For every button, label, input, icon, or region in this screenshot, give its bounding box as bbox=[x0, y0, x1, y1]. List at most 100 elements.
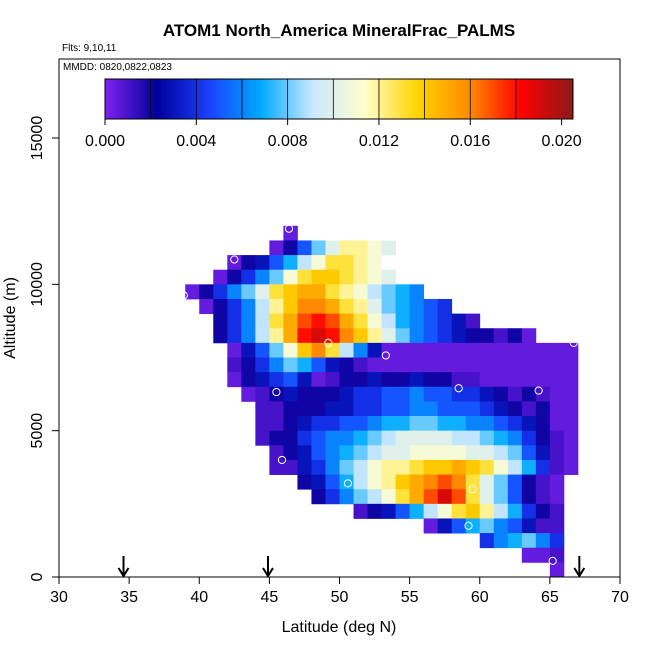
heatmap-cell bbox=[213, 328, 228, 344]
heatmap-cell bbox=[241, 284, 256, 300]
heatmap-cell bbox=[451, 401, 467, 417]
heatmap-cell bbox=[507, 489, 523, 505]
x-tick-label: 45 bbox=[260, 589, 278, 606]
heatmap-cell bbox=[423, 372, 439, 388]
heatmap-cell bbox=[227, 357, 242, 373]
heatmap-cell bbox=[549, 386, 565, 402]
heatmap-cell bbox=[311, 489, 326, 505]
heatmap-cell bbox=[437, 518, 453, 534]
heatmap-cell bbox=[409, 298, 425, 315]
heatmap-cell bbox=[227, 298, 242, 315]
heatmap-cell bbox=[521, 386, 537, 402]
heatmap-cell bbox=[409, 313, 425, 329]
heatmap-cell bbox=[353, 357, 368, 373]
heatmap-cell bbox=[339, 459, 354, 475]
heatmap-cell bbox=[423, 489, 439, 505]
heatmap-cell bbox=[521, 459, 537, 475]
heatmap-cell bbox=[479, 474, 495, 490]
heatmap-cell bbox=[367, 328, 382, 344]
heatmap-cell bbox=[297, 328, 312, 344]
y-axis-label: Altitude (m) bbox=[2, 277, 19, 359]
heatmap-cell bbox=[493, 518, 509, 534]
heatmap-cell bbox=[493, 357, 509, 373]
heatmap-cell bbox=[451, 328, 467, 344]
heatmap-cell bbox=[437, 386, 453, 402]
heatmap-cell bbox=[549, 533, 565, 549]
date-info: MMDD: 0820,0822,0823 bbox=[63, 62, 172, 73]
heatmap-cell bbox=[409, 328, 425, 344]
x-tick-label: 40 bbox=[190, 589, 208, 606]
heatmap-cell bbox=[325, 284, 340, 300]
heatmap-cell bbox=[549, 357, 565, 373]
heatmap-cell bbox=[325, 357, 340, 373]
heatmap-cell bbox=[437, 313, 453, 329]
heatmap-cell bbox=[423, 445, 439, 461]
heatmap-cell bbox=[367, 430, 382, 446]
heatmap-cell bbox=[479, 328, 495, 344]
heatmap-cell bbox=[409, 401, 425, 417]
heatmap-cell bbox=[549, 342, 565, 358]
heatmap-cell bbox=[521, 489, 537, 505]
heatmap-cell bbox=[297, 240, 312, 256]
y-tick-label: 5000 bbox=[29, 413, 46, 449]
heatmap-cell bbox=[381, 445, 396, 461]
heatmap-cell bbox=[381, 298, 396, 315]
heatmap-cell bbox=[549, 416, 565, 432]
heatmap-cell bbox=[353, 372, 368, 388]
heatmap-cell bbox=[507, 342, 523, 358]
heatmap-cell bbox=[535, 533, 551, 549]
heatmap-cell bbox=[465, 401, 481, 417]
heatmap-cell bbox=[493, 474, 509, 490]
flight-point-marker bbox=[381, 351, 390, 360]
heatmap-cell bbox=[465, 372, 481, 388]
heatmap-cell bbox=[535, 430, 551, 446]
heatmap-cell bbox=[521, 401, 537, 417]
heatmap-cell bbox=[381, 416, 396, 432]
heatmap-cell bbox=[325, 372, 340, 388]
heatmap-cell bbox=[451, 474, 467, 490]
heatmap-cell bbox=[451, 416, 467, 432]
heatmap-cell bbox=[269, 284, 284, 300]
heatmap-cell bbox=[507, 459, 523, 475]
heatmap-cell bbox=[367, 269, 382, 285]
x-tick-label: 50 bbox=[331, 589, 349, 606]
heatmap-cell bbox=[283, 313, 298, 329]
heatmap-cell bbox=[479, 342, 495, 358]
x-axis-label: Latitude (deg N) bbox=[282, 619, 397, 636]
heatmap-cell bbox=[283, 298, 298, 315]
heatmap-cell bbox=[563, 416, 579, 432]
heatmap-cell bbox=[507, 416, 523, 432]
heatmap-cell bbox=[283, 386, 298, 402]
heatmap-cell bbox=[521, 342, 537, 358]
heatmap-cell bbox=[465, 459, 481, 475]
heatmap-cell bbox=[423, 430, 439, 446]
heatmap-cell bbox=[437, 430, 453, 446]
heatmap-cell bbox=[507, 533, 523, 549]
flight-point-marker bbox=[277, 455, 287, 465]
heatmap-cell bbox=[395, 313, 411, 329]
heatmap-cell bbox=[493, 489, 509, 505]
heatmap-cell bbox=[465, 474, 481, 490]
heatmap-cell bbox=[339, 445, 354, 461]
heatmap-cell bbox=[311, 255, 326, 271]
heatmap-cell bbox=[507, 372, 523, 388]
heatmap-cell bbox=[395, 342, 411, 358]
heatmap-cell bbox=[465, 328, 481, 344]
heatmap-cell bbox=[423, 342, 439, 358]
heatmap-cell bbox=[325, 401, 340, 417]
flight-point-markers bbox=[179, 224, 578, 566]
heatmap-cell bbox=[255, 372, 270, 388]
heatmap-cell bbox=[437, 416, 453, 432]
heatmap-cell bbox=[297, 474, 312, 490]
heatmap-cell bbox=[409, 357, 425, 373]
heatmap-cell bbox=[325, 489, 340, 505]
heatmap-cell bbox=[423, 518, 439, 534]
heatmap-cell bbox=[367, 342, 382, 358]
heatmap-cell bbox=[269, 357, 284, 373]
colorbar-tick-label: 0.016 bbox=[450, 133, 490, 150]
heatmap-cell bbox=[437, 401, 453, 417]
heatmap-cell bbox=[535, 518, 551, 534]
heatmap-cell bbox=[423, 357, 439, 373]
heatmap-cell bbox=[255, 284, 270, 300]
heatmap-cell bbox=[409, 386, 425, 402]
